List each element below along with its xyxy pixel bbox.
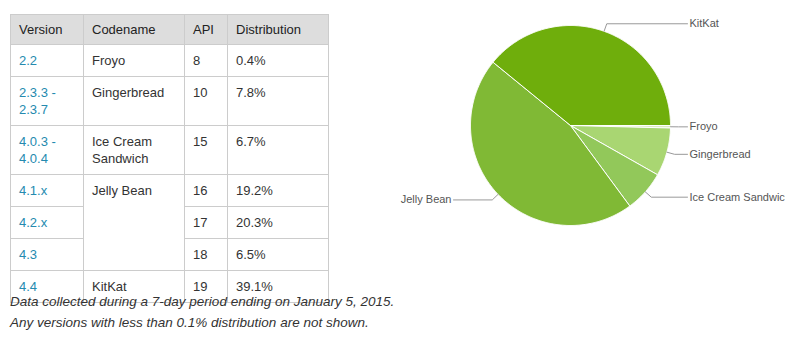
html-text:19.2%: 19.2% <box>236 183 273 198</box>
html-text:Froyo: Froyo <box>92 53 126 68</box>
svg-text:KitKat: KitKat <box>690 17 719 29</box>
html-text:4.0.3 - 4.0.4: 4.0.3 - 4.0.4 <box>19 134 56 166</box>
html-text:Any versions with less than 0.: Any versions with less than 0.1% distrib… <box>10 315 369 330</box>
html-text:15: 15 <box>193 134 208 149</box>
html-text:20.3%: 20.3% <box>236 215 273 230</box>
html-text:8: 8 <box>193 53 201 68</box>
html-text:6.5%: 6.5% <box>236 247 266 262</box>
html-text:19: 19 <box>193 279 208 294</box>
html-text:0.4%: 0.4% <box>236 53 266 68</box>
html-text:39.1%: 39.1% <box>236 279 273 294</box>
html-text:Codename: Codename <box>92 22 156 37</box>
html-text:7.8%: 7.8% <box>236 85 266 100</box>
html-text:API: API <box>193 22 214 37</box>
html-text:2.3.3 - 2.3.7: 2.3.3 - 2.3.7 <box>19 85 56 117</box>
html-text:4.3: 4.3 <box>19 247 38 262</box>
html-text:18: 18 <box>193 247 208 262</box>
html-text:Data collected during a 7-day: Data collected during a 7-day period end… <box>10 294 395 309</box>
html-text:4.2.x: 4.2.x <box>19 215 48 230</box>
html-text:KitKat: KitKat <box>92 279 127 294</box>
svg-text:Gingerbread: Gingerbread <box>690 148 751 160</box>
svg-text:Froyo: Froyo <box>690 120 718 132</box>
html-text:6.7%: 6.7% <box>236 134 266 149</box>
html-text:4.4: 4.4 <box>19 279 38 294</box>
html-text:Jelly Bean: Jelly Bean <box>92 183 152 198</box>
svg-text:Ice Cream Sandwich: Ice Cream Sandwich <box>690 191 785 203</box>
html-text:16: 16 <box>193 183 208 198</box>
html-text:2.2: 2.2 <box>19 53 38 68</box>
html-text:Distribution: Distribution <box>236 22 301 37</box>
html-text:Ice Cream Sandwich: Ice Cream Sandwich <box>92 134 152 166</box>
html-text:10: 10 <box>193 85 208 100</box>
html-text:Version: Version <box>19 22 63 37</box>
svg-text:Jelly Bean: Jelly Bean <box>401 193 452 205</box>
html-text:Gingerbread: Gingerbread <box>92 85 165 100</box>
html-text:17: 17 <box>193 215 208 230</box>
html-text:4.1.x: 4.1.x <box>19 183 48 198</box>
